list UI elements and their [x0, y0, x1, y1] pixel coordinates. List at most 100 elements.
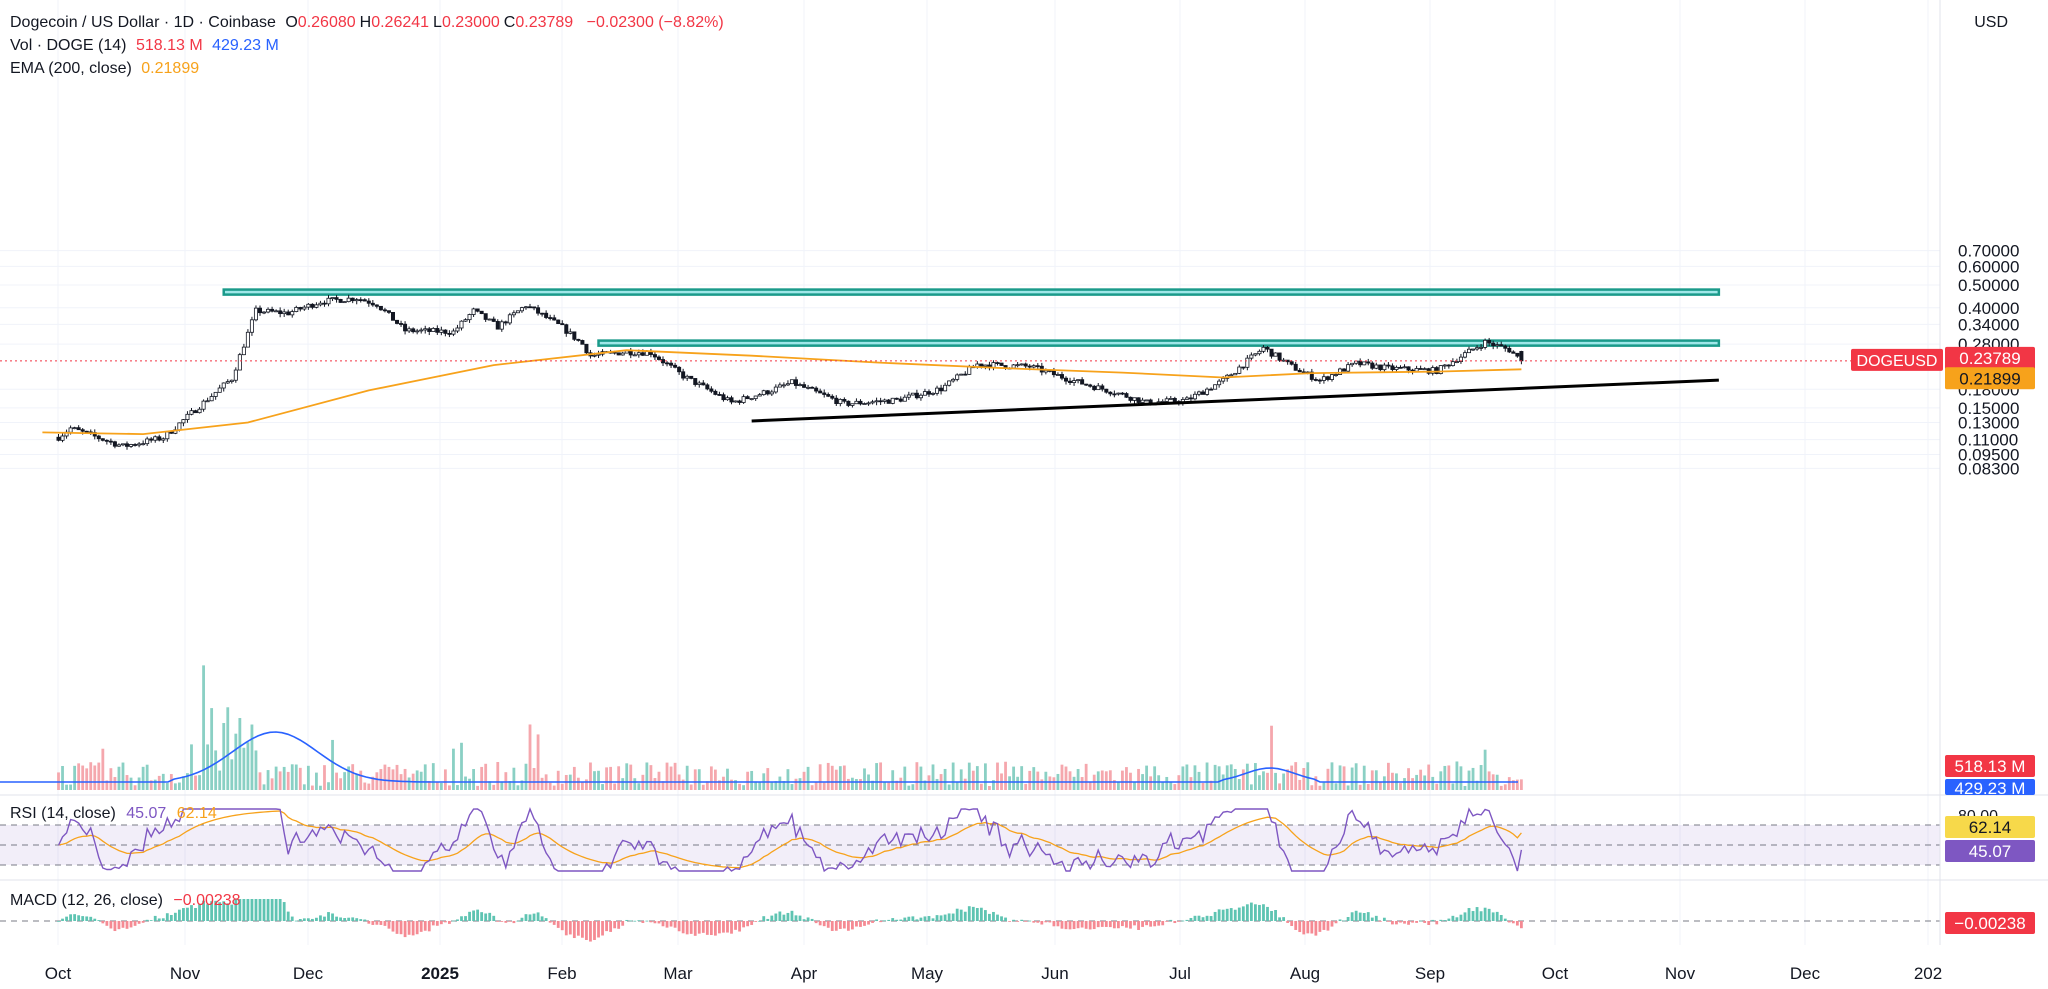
volume-bar [746, 771, 750, 790]
candle-down [362, 299, 367, 302]
candle-down [665, 362, 670, 365]
volume-bar [89, 762, 93, 790]
macd-histogram-bar [1020, 919, 1024, 921]
candle-up [870, 401, 875, 404]
volume-bar [798, 778, 802, 790]
candle-up [205, 400, 210, 403]
volume-bar [439, 782, 443, 790]
macd-histogram-bar [258, 899, 262, 921]
overlays [0, 349, 1940, 436]
ohlc-c-key: C [503, 14, 516, 31]
macd-histogram-bar [560, 921, 564, 931]
candle-down [745, 396, 750, 400]
macd-histogram-bar [1491, 912, 1495, 921]
macd-histogram-bar [1370, 917, 1374, 921]
candle-up [290, 311, 295, 316]
macd-histogram-bar [621, 921, 625, 926]
volume-ma-badge [1945, 779, 2035, 795]
ema-200-line [42, 349, 1522, 436]
ema-badge [1945, 367, 2035, 390]
volume-bar [1282, 773, 1286, 790]
candle-down [157, 436, 162, 441]
macd-histogram-bar [576, 921, 580, 936]
candle-up [1495, 344, 1500, 347]
macd-histogram-bar [452, 920, 455, 922]
price-tick-label: 0.15000 [1958, 399, 2019, 418]
volume-bar [508, 781, 512, 790]
candle-up [1237, 366, 1242, 374]
candle-up [116, 444, 121, 447]
macd-histogram-bar [722, 921, 725, 933]
currency-label[interactable]: USD [1974, 14, 2008, 31]
volume-bar [443, 769, 447, 790]
volume-bar [996, 762, 999, 790]
candle-up [241, 346, 246, 356]
macd-histogram-bar [1076, 921, 1080, 929]
macd-histogram-bar [202, 900, 205, 921]
volume-bar [1145, 765, 1148, 790]
volume-bar [1165, 776, 1169, 790]
macd-histogram-bar [1028, 920, 1032, 922]
volume-bar [649, 765, 653, 790]
macd-histogram-bar [822, 921, 826, 927]
candle-down [1325, 376, 1330, 380]
macd-histogram-bar [963, 911, 967, 921]
candle-down [298, 307, 303, 310]
macd-histogram-bar [198, 904, 201, 921]
macd-histogram-bar [1213, 911, 1217, 921]
candle-down [713, 390, 718, 395]
candle-down [689, 375, 694, 379]
macd-histogram-bar [105, 921, 109, 926]
candle-down [1406, 366, 1411, 371]
candle-down [108, 440, 113, 443]
macd-histogram-bar [899, 919, 903, 921]
macd-histogram-bar [1451, 915, 1455, 921]
candle-up [225, 381, 230, 384]
candle-down [914, 392, 919, 399]
macd-histogram-bar [842, 921, 846, 929]
volume-bar [331, 739, 334, 790]
macd-histogram-bar [431, 921, 435, 926]
volume-bar [806, 766, 810, 790]
candle-up [1229, 374, 1234, 377]
candle-up [459, 320, 464, 329]
macd-histogram-bar [1088, 921, 1092, 930]
macd-histogram-bar [613, 921, 617, 929]
candle-down [378, 305, 383, 311]
volume-bar [1197, 771, 1201, 790]
last-price-value: 0.23789 [1959, 349, 2020, 368]
volume-bar [540, 777, 544, 790]
macd-histogram-bar [1149, 921, 1153, 927]
macd-histogram-bar [1310, 921, 1314, 934]
macd-histogram-bar [1515, 921, 1519, 926]
macd-histogram-bar [568, 921, 572, 935]
macd-histogram-bar [343, 918, 347, 921]
time-tick-label: Jul [1169, 964, 1191, 983]
macd-histogram-bar [496, 921, 500, 922]
candle-down [705, 384, 710, 390]
volume-bar [1072, 776, 1076, 790]
macd-histogram-bar [1129, 921, 1132, 929]
volume-bar [838, 766, 842, 790]
candle-up [419, 329, 424, 332]
macd-histogram-bar [524, 914, 528, 921]
candle-up [471, 308, 476, 315]
candle-down [1487, 339, 1492, 344]
macd-histogram-bar [1233, 909, 1237, 921]
macd-histogram-bar [65, 916, 68, 921]
volume-bar [310, 785, 314, 790]
candle-down [858, 400, 863, 405]
volume-bar [693, 769, 697, 790]
volume-bar [770, 781, 774, 790]
macd-histogram-bar [1201, 917, 1205, 921]
macd-histogram-bar [1084, 921, 1088, 929]
volume-bar [822, 782, 826, 790]
volume-bar [1076, 769, 1080, 790]
macd-histogram-bar [1294, 921, 1298, 930]
candle-up [838, 398, 843, 405]
macd-histogram-bar [109, 921, 113, 929]
volume-bar [1084, 763, 1088, 790]
candle-up [145, 438, 150, 445]
candle-up [407, 328, 412, 332]
